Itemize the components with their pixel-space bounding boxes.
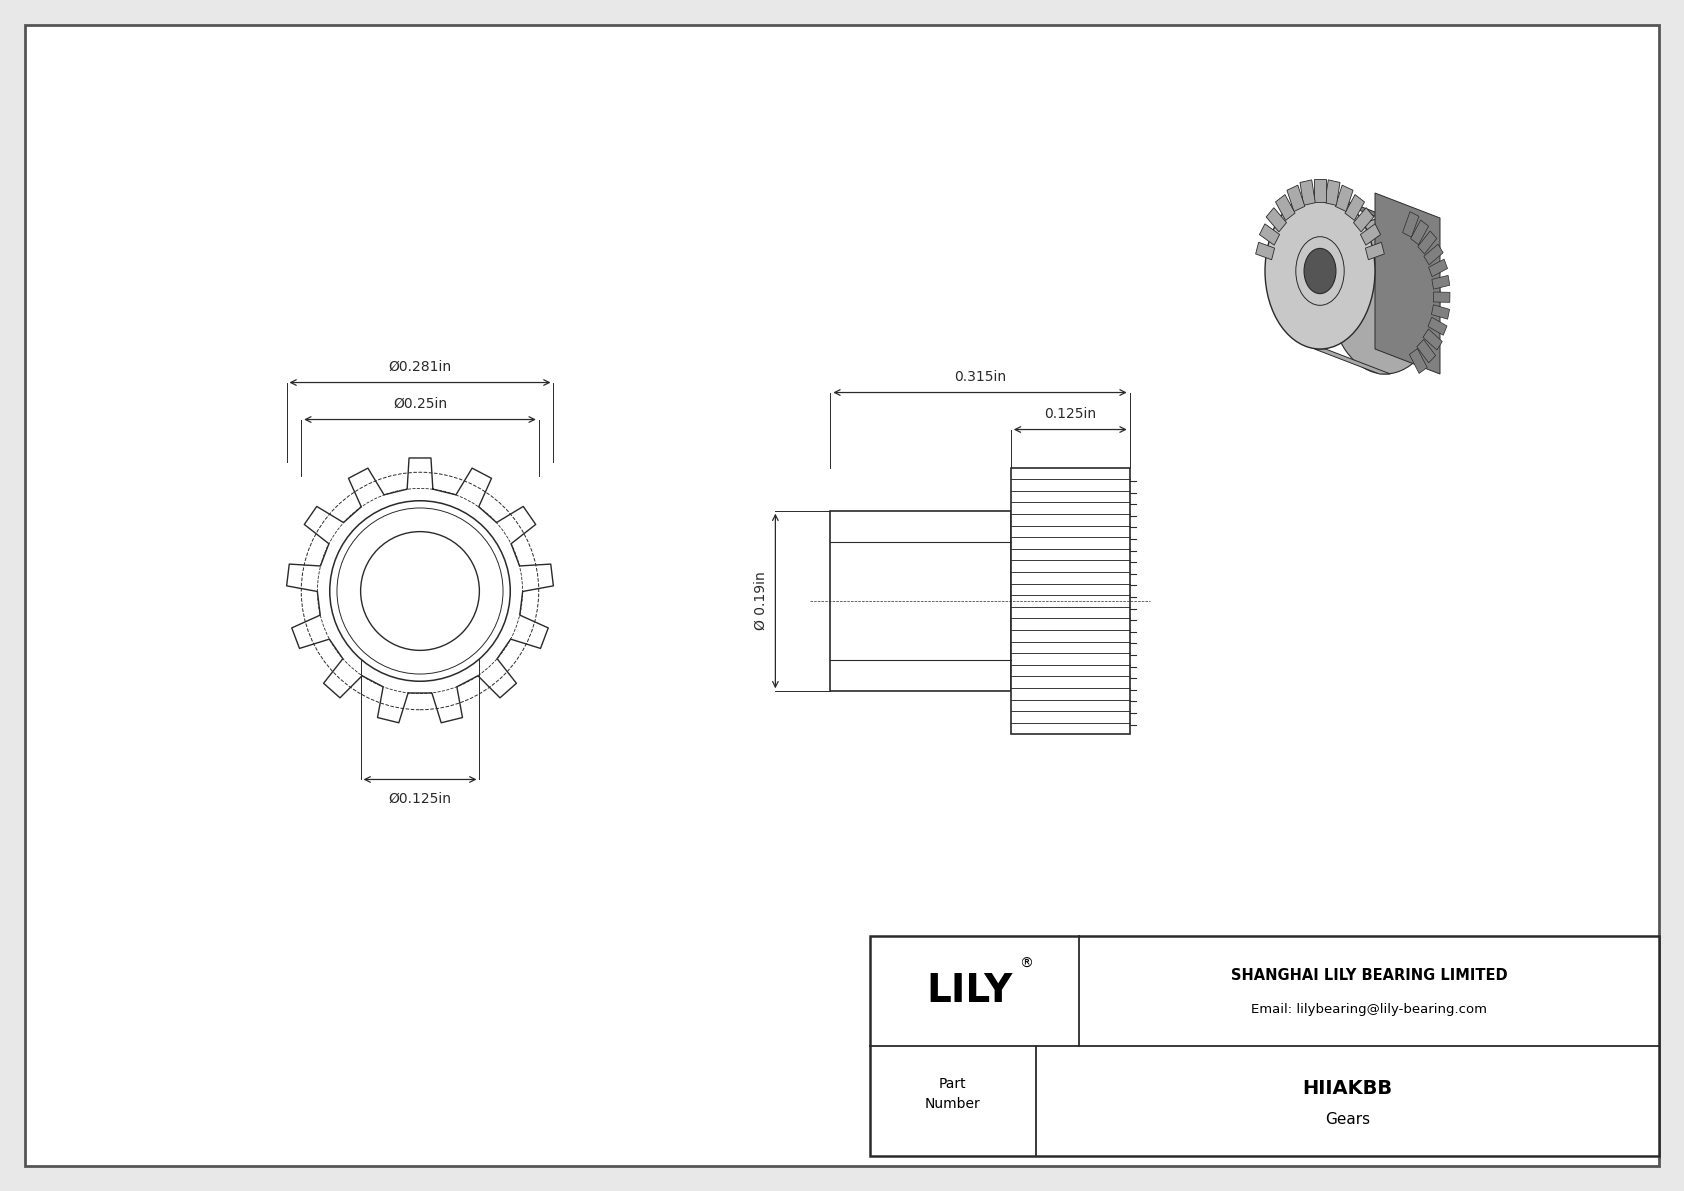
- Polygon shape: [1300, 180, 1315, 205]
- Text: Ø0.125in: Ø0.125in: [389, 792, 451, 805]
- Text: Ø0.281in: Ø0.281in: [389, 360, 451, 374]
- Polygon shape: [1366, 242, 1384, 260]
- Polygon shape: [1256, 242, 1275, 260]
- Text: Ø0.25in: Ø0.25in: [392, 397, 446, 411]
- Circle shape: [330, 500, 510, 681]
- Bar: [830, 511, 1010, 691]
- Polygon shape: [1428, 260, 1448, 276]
- Text: ®: ®: [1019, 958, 1034, 971]
- Polygon shape: [286, 459, 554, 723]
- Bar: [1010, 468, 1130, 735]
- Polygon shape: [1346, 194, 1364, 220]
- Polygon shape: [1361, 224, 1381, 245]
- Ellipse shape: [1303, 249, 1335, 294]
- Text: SHANGHAI LILY BEARING LIMITED: SHANGHAI LILY BEARING LIMITED: [1231, 968, 1507, 984]
- Polygon shape: [1433, 292, 1450, 303]
- Polygon shape: [1410, 349, 1428, 374]
- Polygon shape: [1335, 185, 1352, 212]
- Circle shape: [360, 531, 480, 650]
- Polygon shape: [1354, 207, 1374, 232]
- Text: Gears: Gears: [1325, 1111, 1369, 1127]
- Text: 0.125in: 0.125in: [1044, 406, 1096, 420]
- Text: Ø 0.19in: Ø 0.19in: [753, 572, 768, 630]
- Text: LILY: LILY: [926, 972, 1012, 1010]
- Polygon shape: [1403, 212, 1420, 237]
- Polygon shape: [1418, 231, 1436, 254]
- Ellipse shape: [1265, 193, 1376, 349]
- Polygon shape: [1275, 194, 1295, 220]
- Polygon shape: [1325, 180, 1340, 205]
- Text: 0.315in: 0.315in: [953, 369, 1005, 384]
- Text: HIIAKBB: HIIAKBB: [1302, 1079, 1393, 1098]
- Polygon shape: [1260, 224, 1280, 245]
- Polygon shape: [1315, 349, 1391, 374]
- Polygon shape: [1314, 179, 1325, 202]
- Polygon shape: [1431, 305, 1450, 319]
- Text: Email: lilybearing@lily-bearing.com: Email: lilybearing@lily-bearing.com: [1251, 1003, 1487, 1016]
- Text: Part
Number: Part Number: [925, 1077, 980, 1111]
- Polygon shape: [1428, 317, 1447, 335]
- Polygon shape: [1416, 339, 1436, 363]
- Ellipse shape: [1330, 218, 1440, 374]
- Polygon shape: [1376, 193, 1440, 374]
- Bar: [871, 936, 1659, 1156]
- Polygon shape: [1431, 275, 1450, 289]
- Polygon shape: [1411, 220, 1428, 244]
- Polygon shape: [1425, 244, 1443, 264]
- Polygon shape: [1287, 185, 1305, 212]
- Polygon shape: [1423, 329, 1442, 350]
- Polygon shape: [1315, 193, 1391, 218]
- Polygon shape: [1266, 207, 1287, 232]
